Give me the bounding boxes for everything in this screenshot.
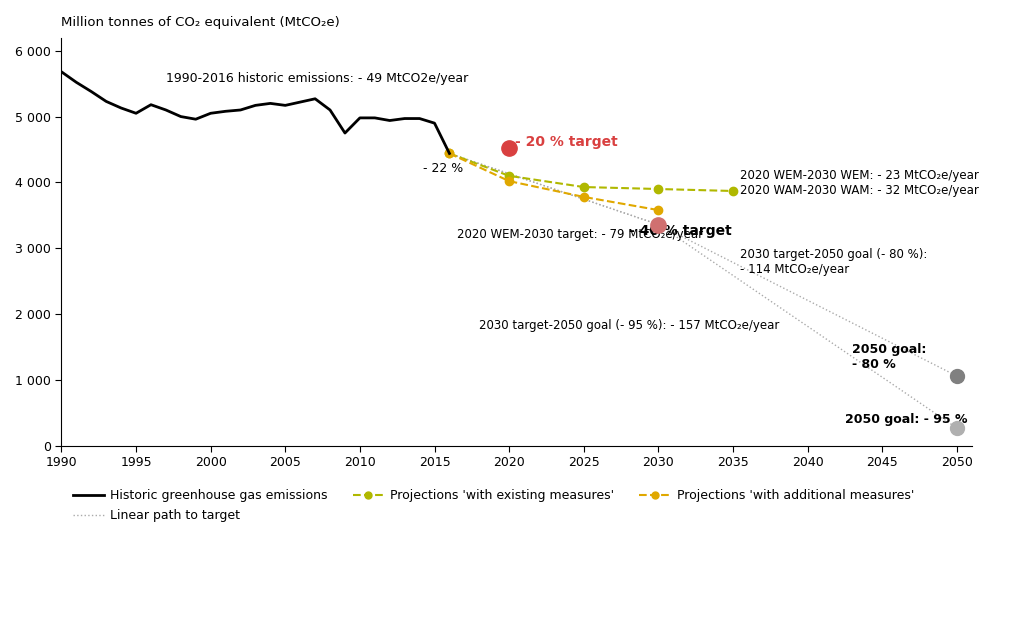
- Text: - 20 % target: - 20 % target: [515, 134, 617, 149]
- Historic greenhouse gas emissions: [189, 116, 202, 123]
- Historic greenhouse gas emissions: [85, 88, 97, 95]
- Historic greenhouse gas emissions: [234, 106, 247, 114]
- Historic greenhouse gas emissions: [324, 106, 336, 114]
- Projections 'with existing measures': [503, 172, 515, 180]
- Legend: Linear path to target: Linear path to target: [68, 504, 245, 527]
- Historic greenhouse gas emissions: [280, 102, 292, 109]
- Historic greenhouse gas emissions: [144, 101, 157, 108]
- Historic greenhouse gas emissions: [309, 95, 322, 103]
- Historic greenhouse gas emissions: [55, 68, 68, 76]
- Historic greenhouse gas emissions: [175, 113, 187, 120]
- Historic greenhouse gas emissions: [115, 104, 127, 111]
- Text: Million tonnes of CO₂ equivalent (MtCO₂e): Million tonnes of CO₂ equivalent (MtCO₂e…: [61, 16, 340, 29]
- Text: 2020 WEM-2030 target: - 79 MtCO₂e/year: 2020 WEM-2030 target: - 79 MtCO₂e/year: [457, 228, 703, 241]
- Historic greenhouse gas emissions: [428, 119, 440, 127]
- Historic greenhouse gas emissions: [71, 79, 83, 86]
- Projections 'with additional measures': [652, 206, 665, 214]
- Historic greenhouse gas emissions: [130, 110, 142, 117]
- Text: 1990-2016 historic emissions: - 49 MtCO2e/year: 1990-2016 historic emissions: - 49 MtCO2…: [166, 72, 468, 85]
- Text: 2050 goal: - 95 %: 2050 goal: - 95 %: [845, 413, 968, 426]
- Historic greenhouse gas emissions: [294, 98, 306, 106]
- Projections 'with existing measures': [578, 183, 590, 191]
- Historic greenhouse gas emissions: [205, 110, 217, 117]
- Historic greenhouse gas emissions: [369, 114, 381, 121]
- Linear path to target: [652, 221, 665, 228]
- Historic greenhouse gas emissions: [249, 102, 261, 109]
- Historic greenhouse gas emissions: [414, 115, 426, 123]
- Linear path to target: [950, 425, 963, 432]
- Line: Linear path to target: Linear path to target: [450, 154, 956, 428]
- Historic greenhouse gas emissions: [339, 129, 351, 137]
- Projections 'with existing measures': [652, 185, 665, 193]
- Projections 'with existing measures': [443, 150, 456, 157]
- Line: Projections 'with existing measures': Projections 'with existing measures': [445, 149, 737, 195]
- Historic greenhouse gas emissions: [100, 98, 113, 105]
- Historic greenhouse gas emissions: [160, 106, 172, 114]
- Text: 2050 goal:
- 80 %: 2050 goal: - 80 %: [852, 343, 927, 371]
- Text: - 22 %: - 22 %: [423, 162, 463, 175]
- Historic greenhouse gas emissions: [353, 114, 366, 121]
- Projections 'with additional measures': [578, 193, 590, 201]
- Projections 'with existing measures': [727, 188, 739, 195]
- Projections 'with additional measures': [503, 178, 515, 185]
- Line: Historic greenhouse gas emissions: Historic greenhouse gas emissions: [61, 72, 450, 154]
- Text: 2030 target-2050 goal (- 95 %): - 157 MtCO₂e/year: 2030 target-2050 goal (- 95 %): - 157 Mt…: [479, 319, 779, 332]
- Historic greenhouse gas emissions: [384, 117, 396, 124]
- Line: Projections 'with additional measures': Projections 'with additional measures': [445, 149, 663, 214]
- Historic greenhouse gas emissions: [398, 115, 411, 123]
- Historic greenhouse gas emissions: [443, 150, 456, 157]
- Linear path to target: [443, 150, 456, 157]
- Historic greenhouse gas emissions: [219, 108, 231, 115]
- Text: - 40 % target: - 40 % target: [629, 224, 731, 238]
- Text: 2020 WEM-2030 WEM: - 23 MtCO₂e/year
2020 WAM-2030 WAM: - 32 MtCO₂e/year: 2020 WEM-2030 WEM: - 23 MtCO₂e/year 2020…: [740, 168, 979, 197]
- Projections 'with additional measures': [443, 150, 456, 157]
- Historic greenhouse gas emissions: [264, 100, 276, 107]
- Text: 2030 target-2050 goal (- 80 %):
- 114 MtCO₂e/year: 2030 target-2050 goal (- 80 %): - 114 Mt…: [740, 248, 928, 276]
